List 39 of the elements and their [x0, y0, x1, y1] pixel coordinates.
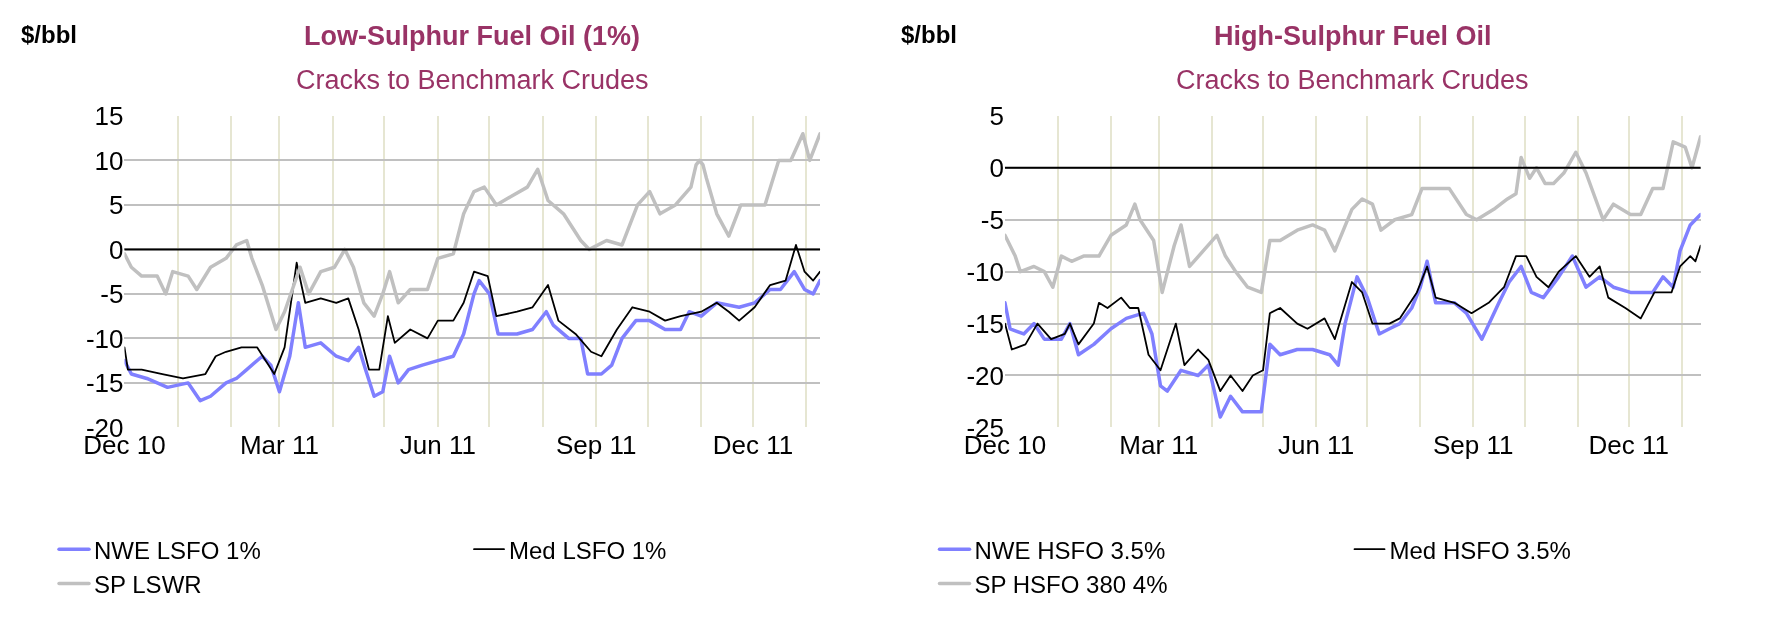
line-series — [124, 269, 821, 403]
x-tick-label: Dec 11 — [712, 430, 794, 461]
x-tick-label: Sep 11 — [1433, 430, 1514, 461]
y-tick-label: -5 — [100, 279, 124, 310]
y-tick-label: -15 — [85, 368, 124, 399]
y-tick-label: -10 — [966, 256, 1004, 287]
x-tick-label: Sep 11 — [555, 430, 637, 461]
y-tick-label: -5 — [980, 204, 1004, 235]
y-tick-label: 5 — [989, 101, 1004, 132]
legend-label: SP LSWR — [94, 570, 202, 598]
y-axis-title: $/bbl — [901, 21, 958, 48]
legend-label: Med HSFO 3.5% — [1389, 536, 1571, 564]
y-tick-label: -15 — [966, 308, 1004, 339]
x-tick-label: Mar 11 — [239, 430, 319, 461]
legend-label: SP HSFO 380 4% — [974, 570, 1168, 598]
x-tick-label: Jun 11 — [1277, 430, 1355, 461]
legend-label: NWE LSFO 1% — [94, 536, 261, 564]
chart-subtitle: Cracks to Benchmark Crudes — [296, 65, 649, 95]
x-tick-label: Dec 11 — [1588, 430, 1669, 461]
legend-label: NWE HSFO 3.5% — [974, 536, 1166, 564]
y-tick-label: 5 — [109, 190, 124, 221]
line-series — [124, 131, 821, 332]
chart-subtitle: Cracks to Benchmark Crudes — [1176, 65, 1529, 95]
y-tick-label: -10 — [85, 323, 124, 354]
legend-label: Med LSFO 1% — [509, 536, 667, 564]
y-tick-label: 0 — [109, 234, 124, 265]
chart-title: High-Sulphur Fuel Oil — [1214, 21, 1492, 51]
y-axis-title: $/bbl — [21, 21, 78, 48]
y-tick-label: 15 — [94, 101, 124, 132]
chart-title: Low-Sulphur Fuel Oil (1%) — [304, 21, 640, 51]
x-tick-label: Jun 11 — [399, 430, 476, 461]
line-series — [1004, 212, 1701, 419]
y-tick-label: 0 — [989, 152, 1004, 183]
x-tick-label: Mar 11 — [1119, 430, 1199, 461]
line-series — [124, 244, 821, 380]
y-tick-label: -20 — [966, 360, 1004, 391]
y-tick-label: 10 — [94, 145, 124, 176]
line-series — [1004, 244, 1701, 392]
line-series — [1004, 134, 1701, 295]
